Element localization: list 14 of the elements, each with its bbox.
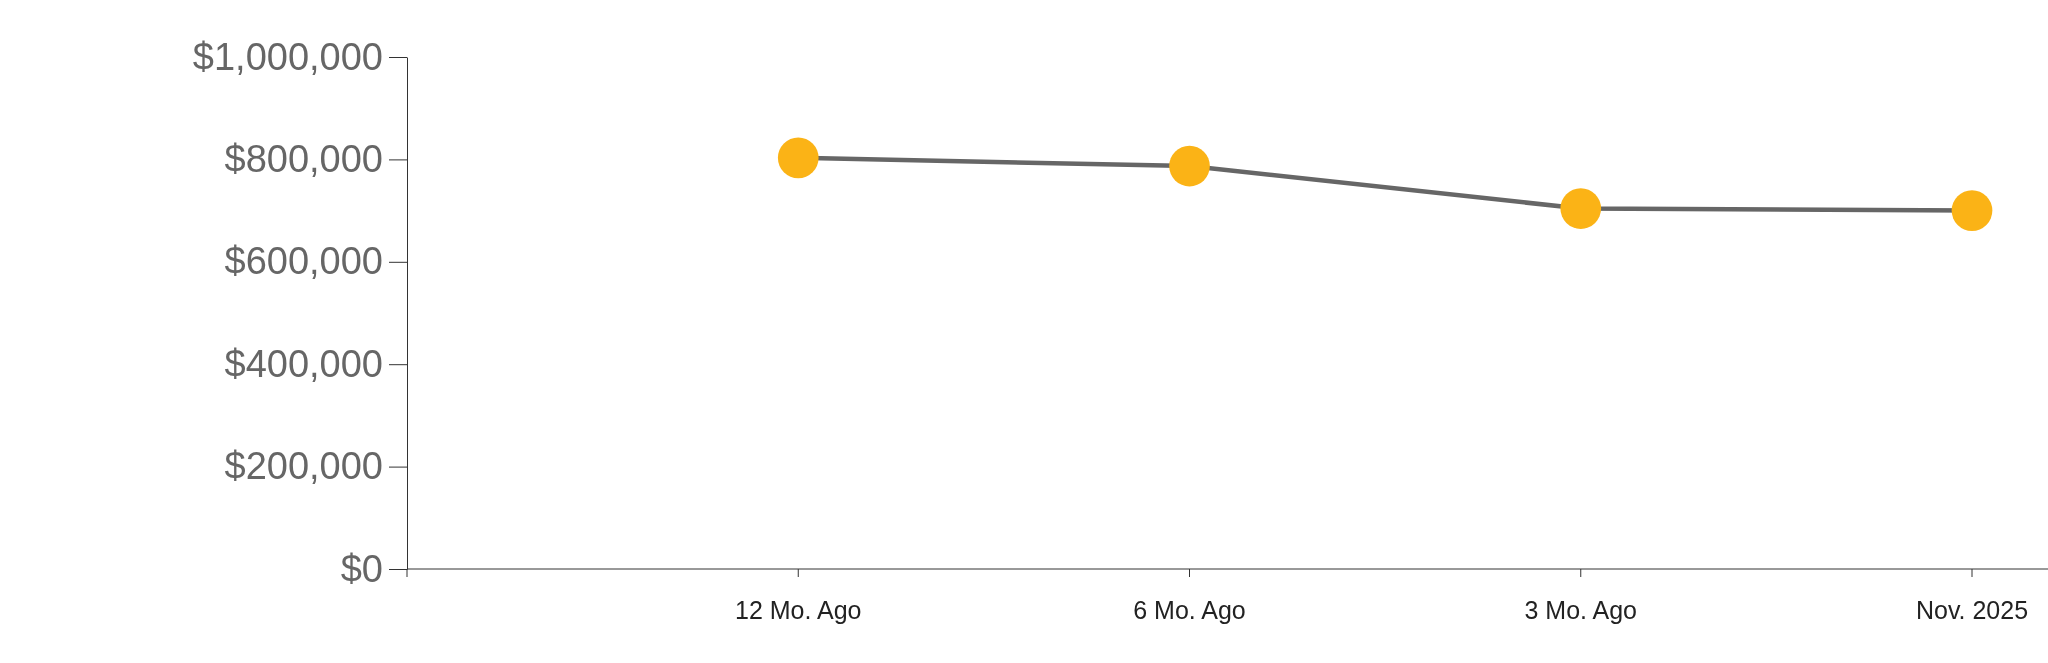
- x-tick-label: 12 Mo. Ago: [735, 596, 862, 624]
- point: [1560, 188, 1602, 229]
- y-tick-label: $600,000: [224, 240, 383, 283]
- y-tick-label: $200,000: [224, 445, 383, 488]
- point: [777, 137, 819, 179]
- x-tick-label: Nov. 2025: [1915, 596, 2029, 624]
- x-tick-label: 6 Mo. Ago: [1133, 596, 1246, 624]
- y-tick-label: $400,000: [224, 342, 383, 385]
- point: [1169, 145, 1210, 187]
- point: [1951, 190, 1993, 231]
- y-tick-label: $1,000,000: [192, 35, 383, 78]
- y-tick-label: $0: [340, 547, 383, 590]
- y-tick-label: $800,000: [224, 138, 383, 181]
- x-tick-label: 3 Mo. Ago: [1524, 596, 1638, 624]
